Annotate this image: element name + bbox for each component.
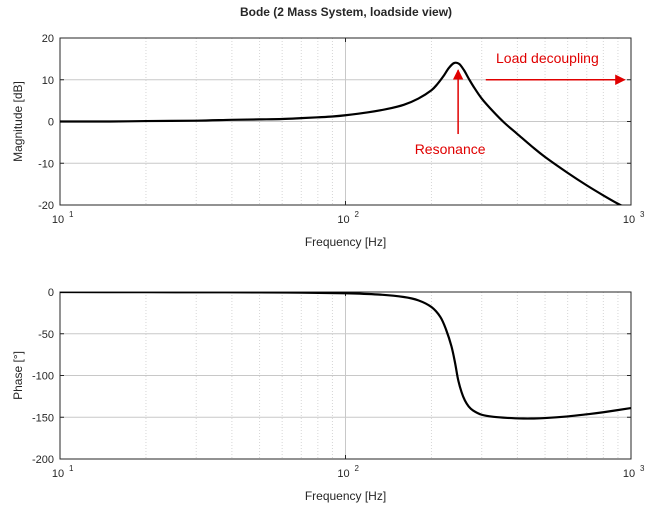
axes-frame xyxy=(59,291,632,460)
load-decoupling-annotation: Load decoupling xyxy=(496,50,599,66)
y-tick-label: -150 xyxy=(32,412,54,424)
magnitude-plot: 20 10 0 -10 -20 10 1 10 2 10 3 Frequency [Hz] Magnit… xyxy=(11,33,645,249)
y-tick-label: 10 xyxy=(42,75,54,87)
x-tick-base: 10 xyxy=(52,468,64,480)
x-tick-exponent: 3 xyxy=(640,464,645,473)
x-tick-base: 10 xyxy=(337,468,349,480)
x-tick-exponent: 1 xyxy=(69,210,74,219)
x-tick-label: 10 3 xyxy=(623,464,645,480)
y-tick-label: -20 xyxy=(38,200,54,212)
resonance-annotation: Resonance xyxy=(415,141,486,157)
y-tick-label: -50 xyxy=(38,329,54,341)
y-tick-label: 0 xyxy=(48,287,54,299)
x-tick-base: 10 xyxy=(623,214,635,226)
series-line xyxy=(60,61,623,205)
x-tick-base: 10 xyxy=(52,214,64,226)
x-tick-base: 10 xyxy=(337,214,349,226)
x-tick-label: 10 3 xyxy=(623,210,645,226)
y-tick-label: 20 xyxy=(42,33,54,45)
phase-plot: 0 -50 -100 -150 -200 10 1 10 2 10 3 Frequency [Hz] P… xyxy=(11,287,645,503)
series-line xyxy=(60,292,631,420)
x-axis-label: Frequency [Hz] xyxy=(305,235,386,249)
y-axis-label: Magnitude [dB] xyxy=(11,81,25,162)
y-axis-label: Phase [°] xyxy=(11,351,25,400)
chart-title: Bode (2 Mass System, loadside view) xyxy=(240,5,452,19)
y-tick-label: -100 xyxy=(32,371,54,383)
y-tick-label: -200 xyxy=(32,454,54,466)
x-tick-exponent: 3 xyxy=(640,210,645,219)
x-tick-label: 10 2 xyxy=(337,210,359,226)
x-tick-exponent: 1 xyxy=(69,464,74,473)
y-tick-label: -10 xyxy=(38,158,54,170)
x-tick-label: 10 1 xyxy=(52,210,74,226)
x-tick-exponent: 2 xyxy=(355,464,360,473)
x-tick-label: 10 1 xyxy=(52,464,74,480)
x-tick-label: 10 2 xyxy=(337,464,359,480)
y-tick-label: 0 xyxy=(48,117,54,129)
x-axis-label: Frequency [Hz] xyxy=(305,489,386,503)
x-tick-base: 10 xyxy=(623,468,635,480)
x-tick-exponent: 2 xyxy=(355,210,360,219)
